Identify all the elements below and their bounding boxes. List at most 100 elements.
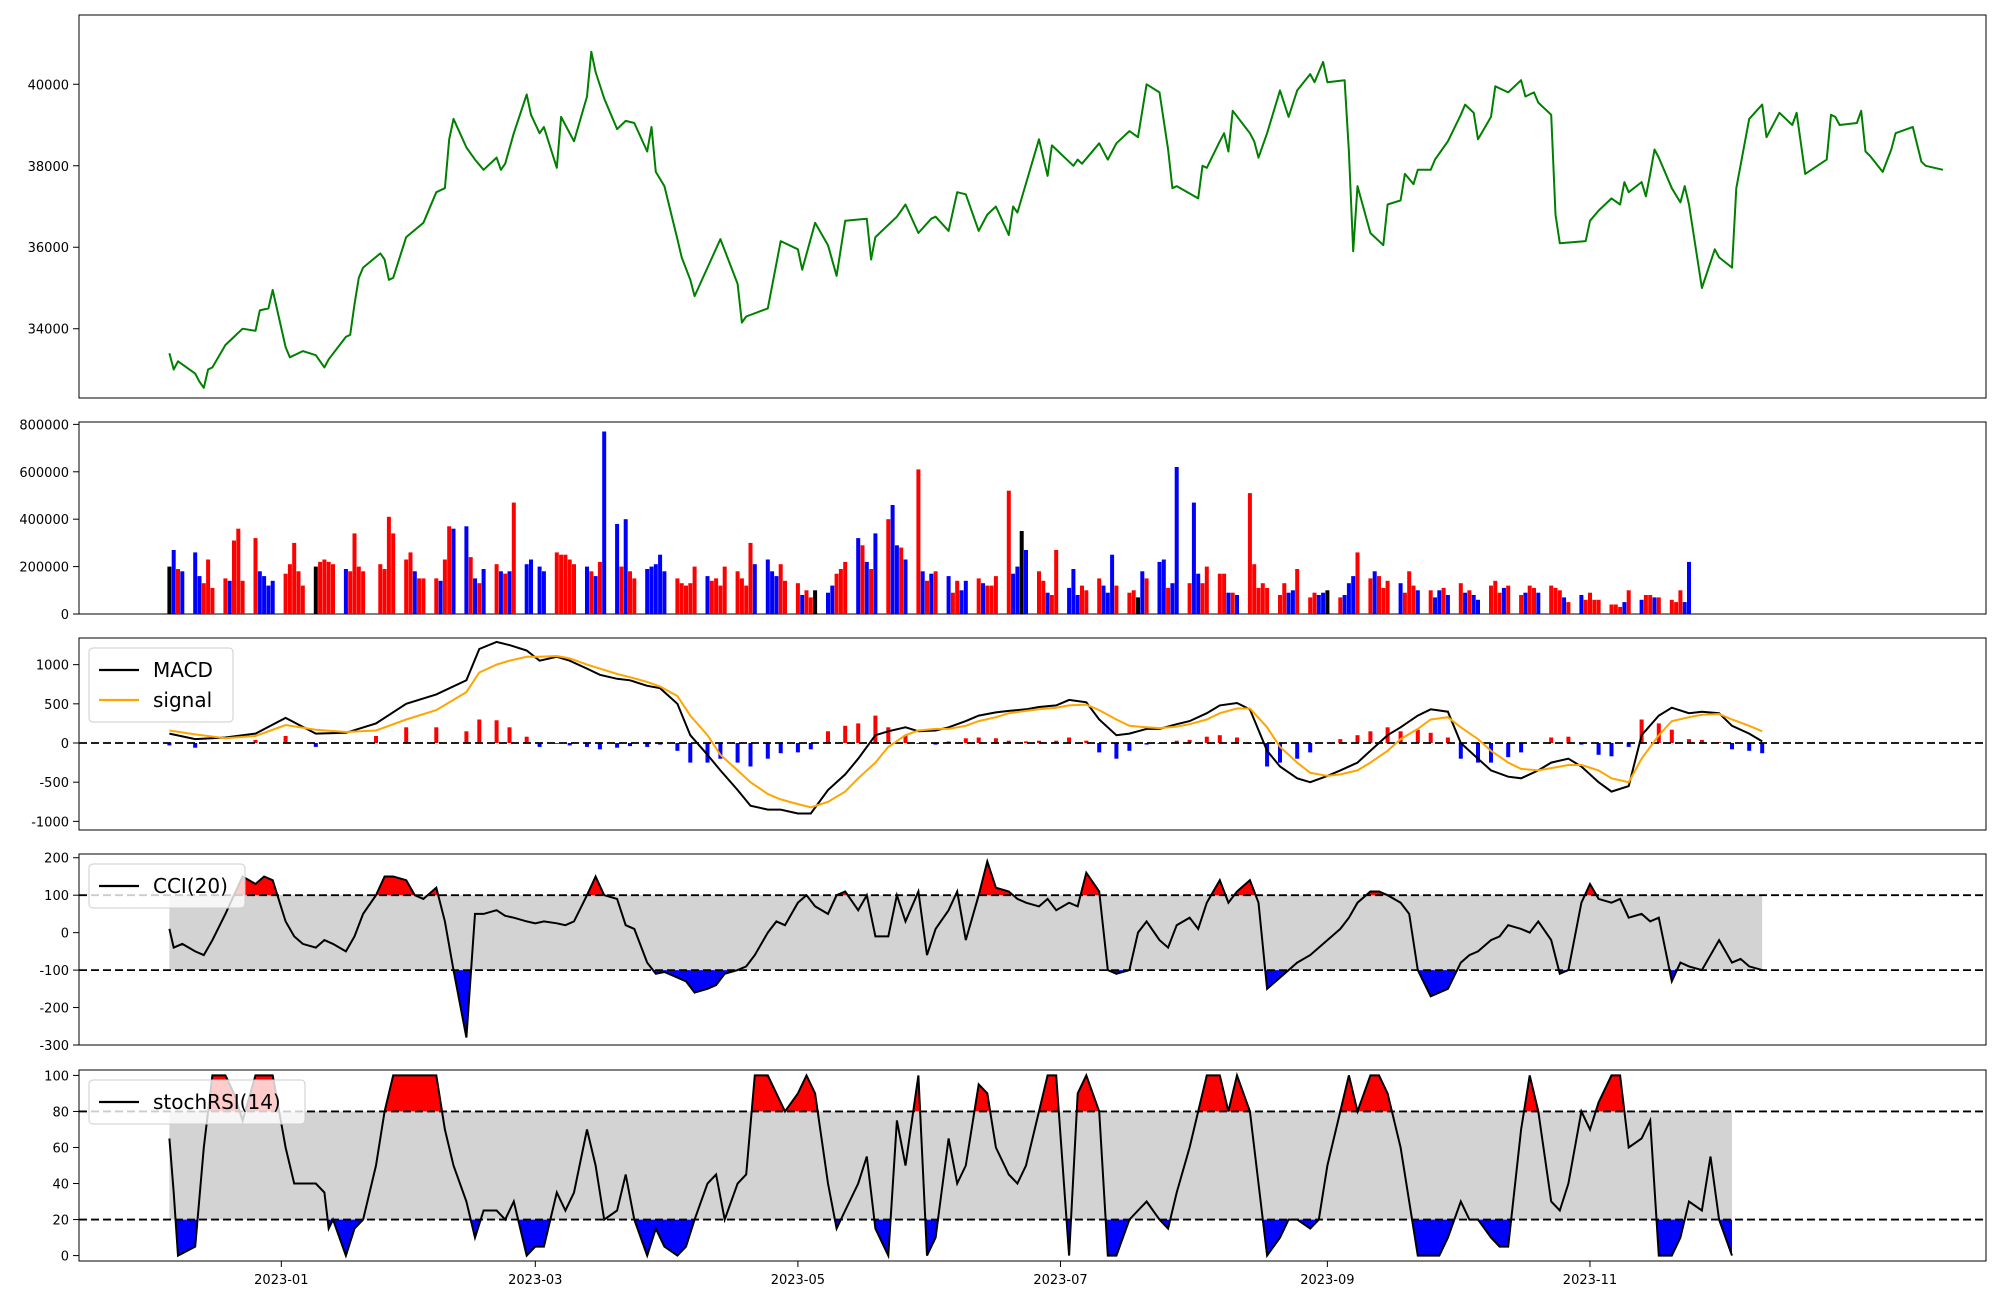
volume-bar (356, 566, 361, 614)
volume-bar (1321, 592, 1326, 614)
volume-bar (352, 533, 357, 614)
volume-bar (645, 569, 650, 614)
volume-bar (778, 564, 783, 614)
volume-bar (1019, 531, 1024, 614)
macd-histogram-bar (193, 743, 198, 748)
volume-bar (649, 566, 654, 614)
macd-histogram-bar (778, 743, 783, 754)
stochrsi-legend-label: stochRSI(14) (153, 1090, 281, 1114)
macd-histogram-bar (585, 743, 589, 747)
macd-histogram-bar (1687, 739, 1691, 743)
cci-ytick-label: -300 (39, 1039, 69, 1054)
price-ytick-label: 36000 (28, 241, 69, 256)
volume-bar (1282, 583, 1287, 614)
volume-bar (1501, 587, 1506, 614)
volume-bar (1226, 592, 1231, 614)
volume-bar (748, 542, 753, 614)
stochrsi-ytick-label: 20 (52, 1214, 69, 1229)
macd-histogram-bar (1127, 743, 1132, 751)
macd-histogram-bar (567, 743, 572, 746)
volume-bar (709, 580, 714, 614)
macd-histogram-bar (1717, 742, 1722, 743)
volume-bar (257, 571, 262, 614)
macd-histogram-bar (1368, 731, 1373, 744)
volume-bar (955, 580, 960, 614)
volume-ytick-label: 200000 (19, 561, 69, 576)
volume-bar (856, 538, 861, 614)
volume-bar (1247, 493, 1252, 614)
cci-ytick-label: -100 (39, 964, 69, 979)
volume-bar (210, 587, 215, 614)
volume-bar (382, 569, 387, 614)
volume-bar (1045, 592, 1050, 614)
volume-bar (1161, 559, 1166, 614)
macd-legend-label: signal (153, 688, 212, 712)
volume-bar (1157, 561, 1162, 614)
volume-bar (993, 576, 998, 614)
volume-bar (232, 540, 236, 614)
volume-bar (348, 571, 353, 614)
volume-bar (1476, 599, 1480, 614)
volume-bar (391, 533, 396, 614)
volume-bar (1639, 599, 1644, 614)
volume-bar (722, 566, 727, 614)
volume-bar (180, 571, 185, 614)
volume-bar (1588, 592, 1592, 614)
volume-bar (1342, 595, 1347, 614)
macd-histogram-bar (873, 715, 878, 743)
macd-histogram-bar (856, 723, 861, 743)
volume-bar (1191, 502, 1196, 614)
macd-histogram-bar (1506, 743, 1511, 758)
macd-histogram-bar (1398, 731, 1403, 744)
volume-bar (468, 557, 473, 614)
volume-bar (1278, 595, 1282, 614)
cci-legend (88, 863, 246, 909)
volume-bar (826, 592, 830, 614)
volume-bar (434, 578, 439, 614)
volume-bar (933, 571, 938, 614)
cci-legend-label: CCI(20) (153, 874, 228, 898)
macd-histogram-bar (795, 743, 800, 753)
stochrsi-oversold-fill (175, 1219, 1732, 1256)
volume-bar (963, 580, 968, 614)
volume-bar (1024, 550, 1028, 614)
volume-bar (378, 564, 383, 614)
volume-bar (1622, 602, 1627, 614)
volume-bar (1097, 578, 1102, 614)
volume-bar (774, 576, 779, 614)
macd-histogram-bar (507, 727, 512, 743)
volume-bar (1196, 573, 1201, 614)
macd-histogram-bar (1114, 743, 1119, 759)
volume-bar (1372, 571, 1377, 614)
volume-bar (442, 559, 447, 614)
volume-bar (1557, 590, 1562, 614)
volume-bar (920, 571, 925, 614)
volume-bar (1131, 590, 1136, 614)
volume-bar (477, 583, 482, 614)
cci-overbought-fill (234, 861, 1597, 896)
volume-bar (1295, 569, 1300, 614)
volume-bar (537, 566, 542, 614)
macd-histogram-bar (615, 743, 620, 748)
volume-bar (1415, 590, 1420, 614)
volume-bar (890, 505, 895, 614)
volume-bar (1523, 592, 1528, 614)
volume-bar (412, 571, 417, 614)
volume-bar (903, 559, 908, 614)
volume-bar (1110, 554, 1115, 614)
volume-bar (1041, 580, 1046, 614)
volume-bar (1656, 597, 1661, 614)
volume-bar (1075, 595, 1080, 614)
macd-histogram-bar (404, 727, 409, 743)
volume-bar (1174, 467, 1179, 614)
volume-bar (1368, 578, 1373, 614)
volume-bar (464, 526, 469, 614)
volume-bar (1592, 599, 1597, 614)
cci-ytick-label: 200 (44, 852, 69, 867)
macd-ytick-label: 500 (44, 698, 69, 713)
macd-histogram-bar (1037, 740, 1041, 744)
volume-bar (1398, 583, 1403, 614)
macd-histogram-bar (494, 720, 499, 743)
volume-bar (925, 580, 929, 614)
macd-histogram-bar (313, 743, 318, 747)
